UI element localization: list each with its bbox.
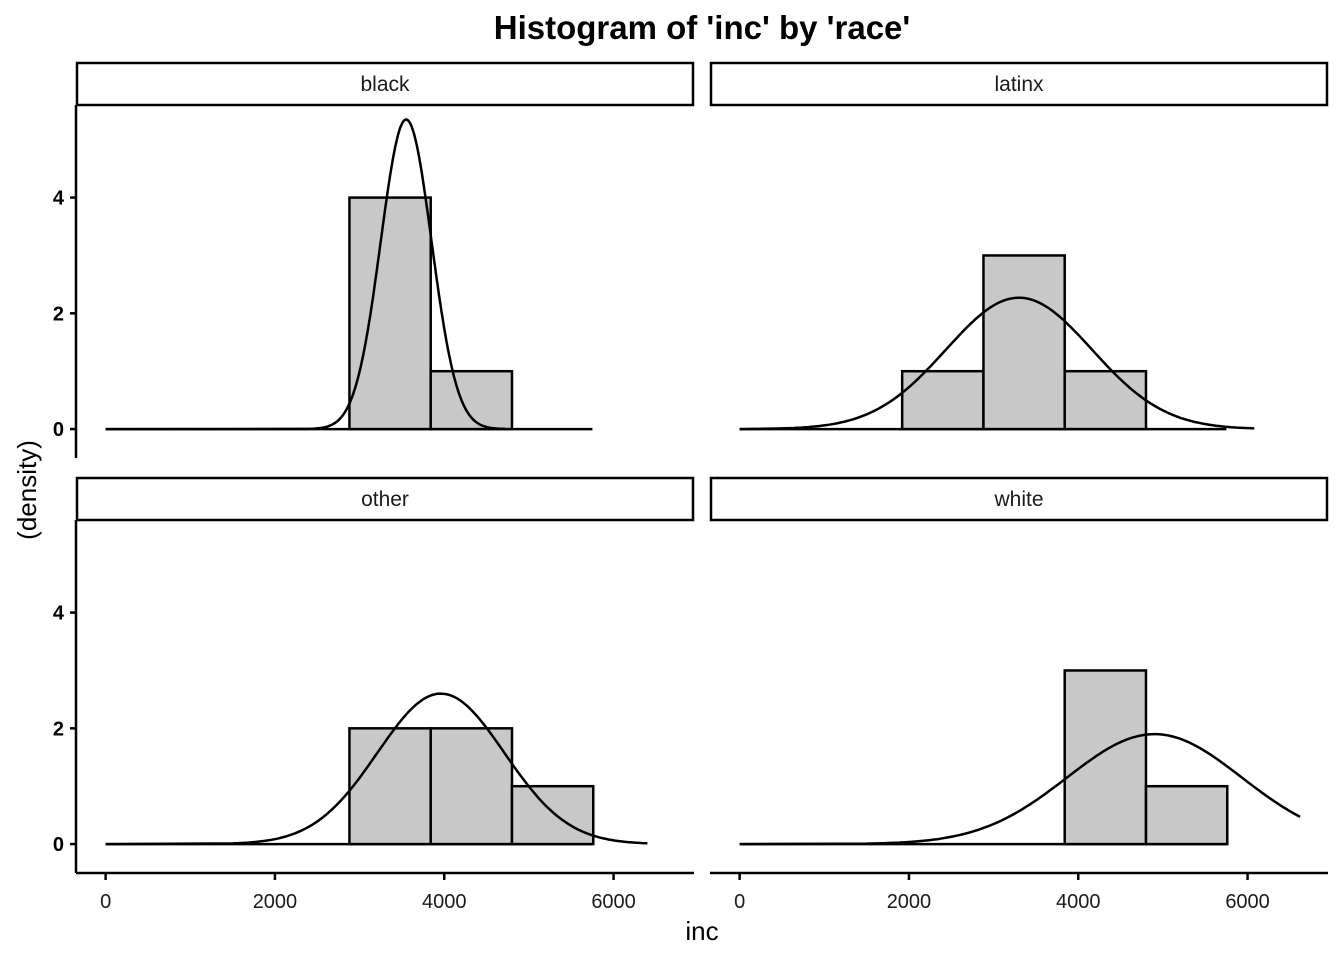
panel-other: other 0 2 4 0 2000 4000 6000 [53, 476, 695, 913]
strip-box-black [75, 61, 695, 107]
y-tick-label: 0 [53, 419, 64, 441]
strip-box-other [75, 476, 695, 522]
strip-box-white [709, 476, 1329, 522]
panel-white: white 0 2000 4000 6000 [709, 476, 1329, 913]
histogram-bar [348, 727, 432, 846]
x-tick-label: 0 [734, 891, 745, 913]
x-tick-label: 4000 [422, 891, 467, 913]
y-axis-title: (density) [12, 440, 42, 540]
density-curve [105, 118, 506, 431]
histogram-bar [429, 727, 514, 846]
x-tick-label: 6000 [1225, 891, 1270, 913]
histogram-bar [1144, 784, 1229, 846]
x-axis-title: inc [685, 916, 718, 946]
panel-black: black 0 2 4 [53, 61, 695, 458]
histogram-bar [1063, 669, 1148, 846]
y-tick-label: 4 [53, 603, 65, 625]
histogram-bar [982, 254, 1066, 431]
y-tick-label: 2 [53, 718, 64, 740]
density-curve [739, 732, 1301, 846]
histogram-bar [348, 196, 432, 431]
panel-latinx: latinx [709, 61, 1329, 431]
x-tick-label: 2000 [253, 891, 298, 913]
strip-label-black: black [360, 73, 410, 96]
chart-title: Histogram of 'inc' by 'race' [494, 9, 911, 46]
strip-label-white: white [993, 488, 1043, 511]
y-tick-label: 2 [53, 303, 64, 325]
x-tick-label: 6000 [591, 891, 636, 913]
histogram-bar [900, 369, 985, 431]
density-curve [105, 692, 648, 846]
strip-box-latinx [709, 61, 1329, 107]
density-curve [739, 296, 1255, 431]
x-tick-label: 0 [100, 891, 111, 913]
x-tick-label: 4000 [1056, 891, 1101, 913]
x-tick-label: 2000 [887, 891, 932, 913]
histogram-bar [429, 369, 514, 431]
strip-label-other: other [361, 488, 409, 511]
strip-label-latinx: latinx [994, 73, 1044, 96]
y-tick-label: 4 [53, 188, 65, 210]
y-tick-label: 0 [53, 834, 64, 856]
histogram-bar [1063, 369, 1148, 431]
histogram-bar [510, 784, 595, 846]
